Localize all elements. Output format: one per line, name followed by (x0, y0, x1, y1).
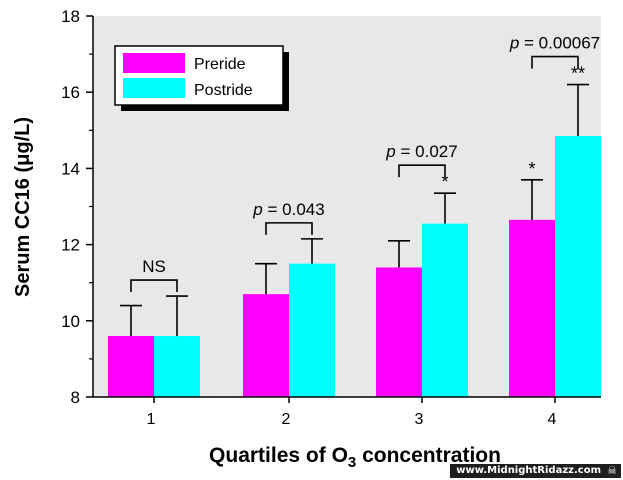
p-value-text-q2: = 0.043 (263, 200, 325, 219)
legend-label-postride: Postride (194, 82, 253, 99)
y-tick-label-14: 14 (61, 159, 80, 178)
legend: Preride Postride (114, 45, 289, 111)
p-symbol-q2: p (252, 200, 262, 219)
x-axis-title-main: Quartiles of O (209, 444, 348, 467)
y-tick-label-16: 16 (61, 83, 80, 102)
error-bars-group (120, 83, 589, 337)
p-value-label-q1: NS (142, 257, 166, 276)
significance-mark-preride-q4: * (528, 159, 535, 179)
y-tick-label-8: 8 (71, 388, 80, 407)
x-axis-title-tail: concentration (356, 444, 501, 467)
y-tick-label-10: 10 (61, 312, 80, 331)
bar-postride-q1 (154, 336, 200, 397)
bar-postride-q4 (555, 136, 601, 397)
comparison-bracket-q3 (398, 164, 446, 178)
p-value-text-q1: NS (142, 257, 166, 276)
p-value-label-q3: p = 0.027 (385, 142, 457, 161)
x-tick-label-4: 4 (548, 411, 557, 428)
significance-mark-postride-q3: * (441, 172, 448, 192)
p-value-label-q4: p = 0.00067 (509, 34, 600, 53)
x-axis-title: Quartiles of O3 concentration (209, 444, 501, 471)
significance-mark-postride-q4: ** (571, 64, 585, 84)
x-tick-label-1: 1 (147, 411, 156, 428)
comparison-bracket-q1 (130, 279, 178, 293)
y-tick-label-12: 12 (61, 236, 80, 255)
p-value-label-q2: p = 0.043 (252, 200, 324, 219)
p-symbol-q3: p (385, 142, 395, 161)
x-axis-title-subscript: 3 (348, 454, 356, 471)
legend-swatch-postride (123, 78, 185, 98)
y-axis: 8 10 12 14 16 18 (61, 7, 94, 407)
bar-preride-q1 (108, 336, 154, 397)
x-tick-label-2: 2 (282, 411, 291, 428)
watermark-text: www.MidnightRidazz.com (456, 465, 601, 476)
legend-swatch-preride (123, 53, 185, 73)
x-tick-label-3: 3 (415, 411, 424, 428)
bar-postride-q3 (422, 223, 468, 397)
p-value-text-q4: = 0.00067 (519, 34, 600, 53)
bars-group (108, 136, 601, 397)
bar-preride-q2 (243, 294, 289, 397)
p-symbol-q4: p (509, 34, 519, 53)
watermark: www.MidnightRidazz.com ☠ (450, 464, 621, 478)
y-tick-label-18: 18 (61, 7, 80, 26)
x-axis: 1 2 3 4 (93, 396, 601, 428)
p-value-text-q3: = 0.027 (396, 142, 458, 161)
bar-preride-q4 (509, 219, 555, 397)
legend-label-preride: Preride (194, 56, 246, 73)
comparison-bracket-q4 (531, 55, 579, 69)
bar-preride-q3 (376, 267, 422, 397)
y-axis-title: Serum CC16 (μg/L) (12, 117, 34, 297)
bar-postride-q2 (289, 263, 335, 397)
comparison-bracket-q2 (265, 222, 313, 235)
annotations-group: NSp = 0.043*p = 0.027***p = 0.00067 (130, 34, 600, 293)
skull-icon: ☠ (607, 464, 617, 477)
